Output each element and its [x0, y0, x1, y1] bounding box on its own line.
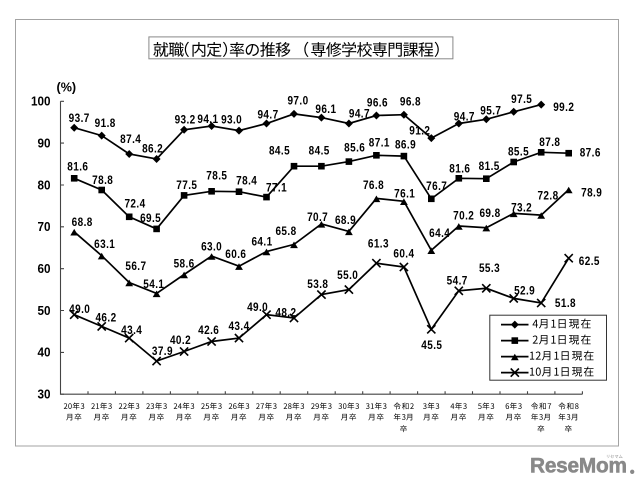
svg-text:94.1: 94.1	[197, 113, 218, 126]
svg-text:76.8: 76.8	[363, 179, 384, 192]
svg-text:40.2: 40.2	[170, 334, 191, 347]
svg-text:94.7: 94.7	[349, 108, 370, 121]
svg-text:60.4: 60.4	[393, 248, 414, 261]
svg-text:97.5: 97.5	[511, 93, 532, 106]
svg-text:54.7: 54.7	[447, 275, 468, 288]
svg-text:65.8: 65.8	[275, 225, 296, 238]
svg-text:70.7: 70.7	[307, 211, 328, 224]
svg-text:96.1: 96.1	[315, 103, 336, 116]
svg-text:40: 40	[37, 345, 50, 359]
svg-text:37.9: 37.9	[152, 345, 173, 358]
svg-text:ReseMom: ReseMom	[530, 454, 627, 477]
svg-text:72.4: 72.4	[124, 198, 145, 211]
svg-text:56.7: 56.7	[125, 260, 146, 273]
svg-text:80: 80	[37, 178, 50, 192]
svg-text:93.0: 93.0	[221, 113, 242, 126]
svg-text:61.3: 61.3	[368, 238, 389, 251]
svg-text:58.6: 58.6	[174, 258, 195, 271]
svg-text:87.4: 87.4	[120, 133, 141, 146]
svg-text:95.7: 95.7	[480, 105, 501, 118]
svg-text:68.9: 68.9	[335, 214, 356, 227]
svg-text:60: 60	[37, 262, 50, 276]
svg-text:86.9: 86.9	[395, 139, 416, 152]
svg-text:84.5: 84.5	[269, 145, 290, 158]
svg-text:63.1: 63.1	[94, 238, 115, 251]
svg-text:64.1: 64.1	[251, 236, 272, 249]
svg-text:60.6: 60.6	[225, 248, 246, 261]
svg-text:30: 30	[37, 387, 50, 401]
svg-text:93.7: 93.7	[69, 112, 90, 125]
svg-text:43.4: 43.4	[121, 324, 142, 337]
svg-text:81.6: 81.6	[449, 163, 470, 176]
svg-text:68.8: 68.8	[72, 216, 93, 229]
svg-text:72.8: 72.8	[537, 190, 558, 203]
svg-text:76.7: 76.7	[426, 180, 447, 193]
svg-text:94.7: 94.7	[454, 110, 475, 123]
svg-text:42.6: 42.6	[198, 324, 219, 337]
svg-text:49.0: 49.0	[69, 303, 90, 316]
svg-text:91.8: 91.8	[95, 117, 116, 130]
svg-text:85.6: 85.6	[344, 142, 365, 155]
svg-text:49.0: 49.0	[247, 301, 268, 314]
svg-text:63.0: 63.0	[201, 240, 222, 253]
svg-text:91.2: 91.2	[409, 125, 430, 138]
svg-text:87.1: 87.1	[369, 137, 390, 150]
svg-text:81.6: 81.6	[67, 161, 88, 174]
svg-text:99.2: 99.2	[553, 101, 574, 114]
svg-text:48.2: 48.2	[275, 307, 296, 320]
svg-text:77.5: 77.5	[176, 179, 197, 192]
svg-text:78.5: 78.5	[206, 169, 227, 182]
svg-text:97.0: 97.0	[287, 95, 308, 108]
svg-text:87.6: 87.6	[580, 146, 601, 159]
svg-text:50: 50	[37, 303, 50, 317]
svg-text:85.5: 85.5	[508, 146, 529, 159]
svg-text:84.5: 84.5	[309, 145, 330, 158]
svg-text:70.2: 70.2	[453, 210, 474, 223]
svg-text:53.8: 53.8	[307, 278, 328, 291]
svg-text:78.4: 78.4	[236, 175, 257, 188]
svg-text:43.4: 43.4	[228, 320, 249, 333]
svg-text:54.1: 54.1	[143, 278, 164, 291]
svg-text:51.8: 51.8	[555, 297, 576, 310]
svg-text:69.5: 69.5	[140, 212, 161, 225]
svg-text:70: 70	[37, 220, 50, 234]
svg-text:93.2: 93.2	[175, 114, 196, 127]
svg-text:86.2: 86.2	[142, 143, 163, 156]
svg-text:77.1: 77.1	[266, 181, 287, 194]
svg-text:(%): (%)	[57, 80, 77, 94]
svg-text:96.6: 96.6	[367, 97, 388, 110]
svg-text:87.8: 87.8	[539, 136, 560, 149]
svg-text:78.9: 78.9	[581, 186, 602, 199]
svg-text:69.8: 69.8	[479, 207, 500, 220]
svg-text:73.2: 73.2	[511, 201, 532, 214]
svg-text:46.2: 46.2	[95, 312, 116, 325]
svg-text:94.7: 94.7	[257, 109, 278, 122]
svg-text:81.5: 81.5	[479, 160, 500, 173]
svg-text:64.4: 64.4	[429, 227, 450, 240]
svg-text:100: 100	[31, 94, 51, 108]
svg-text:55.3: 55.3	[479, 262, 500, 275]
svg-text:76.1: 76.1	[394, 188, 415, 201]
svg-text:62.5: 62.5	[579, 255, 600, 268]
svg-text:45.5: 45.5	[421, 339, 442, 352]
svg-text:52.9: 52.9	[514, 285, 535, 298]
svg-text:96.8: 96.8	[400, 96, 421, 109]
svg-text:78.8: 78.8	[92, 174, 113, 187]
svg-text:55.0: 55.0	[337, 269, 358, 282]
svg-text:90: 90	[37, 136, 50, 150]
